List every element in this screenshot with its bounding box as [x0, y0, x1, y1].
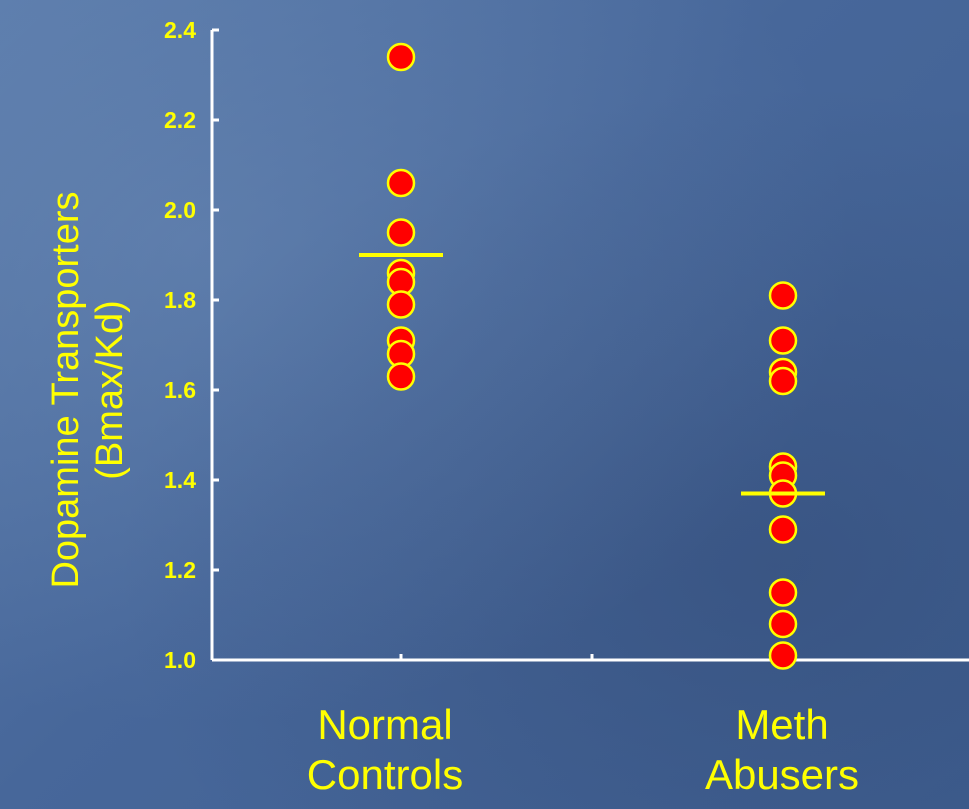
y-tick-label: 2.2	[164, 107, 196, 133]
category-label-meth-abusers: Meth Abusers	[632, 700, 932, 800]
data-point	[386, 218, 416, 247]
y-tick-label: 1.0	[164, 647, 196, 673]
data-point	[768, 326, 798, 355]
data-point	[768, 366, 798, 396]
category-label-normal-controls: Normal Controls	[235, 700, 535, 800]
y-tick-label: 1.8	[164, 287, 196, 313]
mean-lines	[359, 253, 825, 496]
y-axis-label-line2: (Bmax/Kd)	[89, 300, 131, 480]
data-point	[768, 578, 798, 607]
y-axis-label: Dopamine Transporters (Bmax/Kd)	[44, 110, 132, 670]
category-label-line2: Controls	[306, 751, 464, 798]
data-point	[768, 281, 798, 310]
data-point	[768, 641, 798, 670]
category-label-line2: Abusers	[704, 751, 860, 798]
data-point	[386, 42, 416, 72]
category-label-line1: Normal	[317, 701, 453, 748]
y-ticks: 1.0 1.2 1.4 1.6 1.8 2.0 2.2 2.4	[164, 17, 219, 673]
data-point	[386, 290, 416, 319]
y-tick-label: 1.2	[164, 557, 196, 583]
axes	[210, 30, 969, 662]
data-point	[386, 168, 416, 198]
y-tick-label: 2.4	[164, 17, 196, 43]
y-tick-label: 2.0	[164, 197, 196, 223]
category-label-line1: Meth	[735, 701, 829, 748]
data-point	[768, 609, 798, 639]
data-point	[768, 515, 798, 544]
y-tick-label: 1.4	[164, 467, 196, 493]
data-point	[386, 362, 416, 391]
data-points	[386, 42, 798, 670]
y-tick-label: 1.6	[164, 377, 196, 403]
y-axis-label-line1: Dopamine Transporters	[45, 191, 87, 589]
